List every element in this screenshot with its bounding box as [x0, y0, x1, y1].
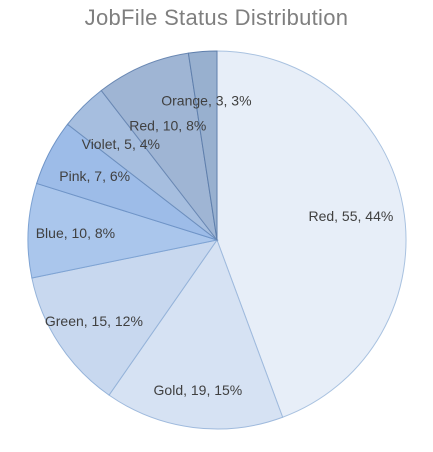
chart-title: JobFile Status Distribution: [84, 5, 349, 30]
pie-slice-red-6: [100, 52, 218, 242]
pie-label-red-0: Red, 55, 44%: [308, 208, 393, 224]
pie-slice-red-0: [216, 50, 407, 418]
pie-slice-gold-1: [108, 238, 284, 430]
pie-label-pink-4: Pink, 7, 6%: [59, 168, 130, 184]
pie-slices: [27, 50, 407, 430]
pie-labels: Red, 55, 44% Gold, 19, 15% Green, 15, 12% B…: [36, 93, 394, 399]
pie-slice-orange-7: [187, 50, 218, 241]
pie-slice-blue-3: [27, 182, 219, 279]
pie-label-green-2: Green, 15, 12%: [45, 313, 143, 329]
pie-label-red-6: Red, 10, 8%: [129, 117, 206, 133]
pie-label-blue-3: Blue, 10, 8%: [36, 225, 115, 241]
pie-label-orange-7: Orange, 3, 3%: [161, 93, 251, 109]
pie-label-gold-1: Gold, 19, 15%: [154, 382, 243, 398]
pie-label-violet-5: Violet, 5, 4%: [82, 136, 160, 152]
pie-slice-green-2: [31, 239, 219, 396]
